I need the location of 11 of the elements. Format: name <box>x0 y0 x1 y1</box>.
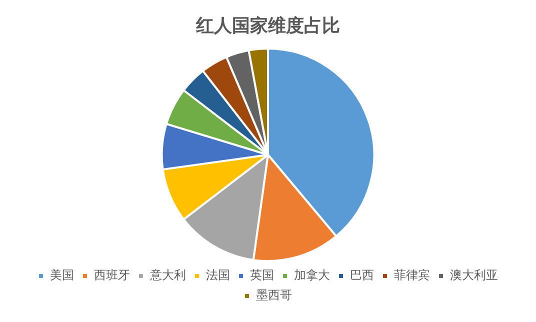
legend-label: 法国 <box>206 268 230 282</box>
legend-label: 意大利 <box>149 268 186 282</box>
legend-label: 澳大利亚 <box>450 268 498 282</box>
legend-label: 菲律宾 <box>394 268 430 282</box>
chart-title: 红人国家维度占比 <box>195 15 340 36</box>
legend-label: 巴西 <box>350 268 374 282</box>
legend-label: 英国 <box>250 268 274 282</box>
legend-label: 加拿大 <box>294 268 330 282</box>
legend-label: 墨西哥 <box>256 288 292 302</box>
legend-label: 美国 <box>50 268 74 282</box>
legend-label: 西班牙 <box>94 268 130 282</box>
